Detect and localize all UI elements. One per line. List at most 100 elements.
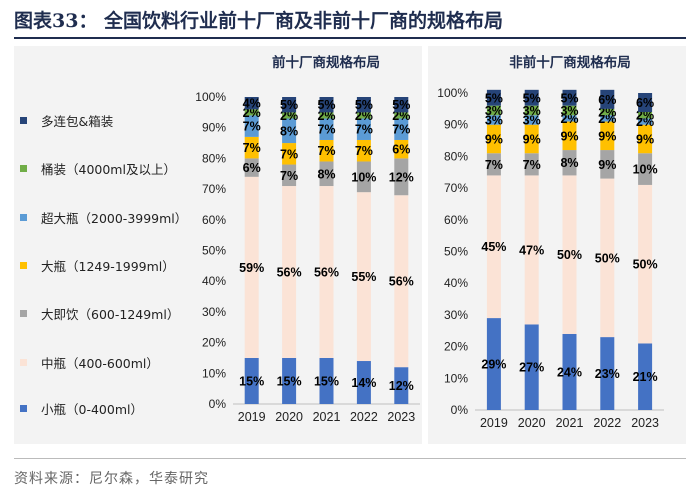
bar-segment-medium	[244, 176, 259, 358]
data-label-medium: 56%	[389, 275, 414, 289]
bottom-rule	[14, 458, 686, 459]
data-label-da_ji_yin: 6%	[243, 161, 261, 175]
bar-segment-bucket	[486, 105, 501, 116]
y-tick-label: 0%	[451, 403, 469, 417]
data-label-bucket: 2%	[392, 109, 410, 123]
bar-segment-large	[282, 143, 297, 165]
bar-segment-small	[394, 367, 409, 404]
bar-segment-small	[486, 318, 501, 410]
legend-label-extra_large: 超大瓶（2000-3999ml）	[41, 210, 188, 226]
bar-segment-medium	[356, 192, 371, 362]
legend-label-da_ji_yin: 大即饮（600-1249ml）	[41, 306, 180, 322]
data-label-da_ji_yin: 9%	[598, 158, 616, 172]
bar-segment-bucket	[356, 112, 371, 119]
legend-swatch-large	[20, 261, 27, 269]
data-label-small: 29%	[481, 358, 506, 372]
y-tick-label: 40%	[444, 276, 468, 290]
data-label-bucket: 2%	[280, 109, 298, 123]
data-label-da_ji_yin: 12%	[389, 170, 414, 184]
data-label-large: 9%	[636, 132, 654, 146]
bar-segment-medium	[319, 186, 334, 358]
y-tick-label: 10%	[202, 366, 226, 380]
bar-segment-bucket	[600, 108, 615, 116]
data-label-medium: 59%	[239, 261, 264, 275]
bar-segment-small	[562, 333, 577, 410]
bar-segment-large	[486, 124, 501, 154]
bar-segment-large	[319, 139, 334, 162]
data-label-small: 27%	[519, 361, 544, 375]
data-label-small: 15%	[277, 374, 302, 388]
chart-title-2: 非前十厂商规格布局	[509, 54, 631, 71]
data-label-large: 9%	[560, 129, 578, 143]
data-label-da_ji_yin: 7%	[280, 169, 298, 183]
data-label-multipack: 4%	[243, 97, 261, 111]
y-tick-label: 40%	[202, 274, 226, 288]
data-label-medium: 50%	[633, 258, 658, 272]
x-tick-label: 2021	[313, 410, 341, 424]
data-label-bucket: 2%	[355, 109, 373, 123]
bar-segment-small	[524, 324, 539, 410]
y-tick-label: 70%	[444, 181, 468, 195]
legend-swatch-bucket	[20, 164, 27, 172]
x-tick-label: 2020	[518, 416, 546, 430]
data-label-small: 12%	[389, 379, 414, 393]
data-label-small: 14%	[351, 376, 376, 390]
data-label-extra_large: 7%	[392, 123, 410, 137]
y-tick-label: 30%	[202, 305, 226, 319]
legend-swatch-da_ji_yin	[20, 309, 27, 317]
y-tick-label: 90%	[444, 118, 468, 132]
y-tick-label: 80%	[444, 149, 468, 163]
data-label-small: 23%	[595, 367, 620, 381]
data-label-bucket: 3%	[485, 104, 503, 118]
bar-segment-large	[524, 124, 539, 154]
bar-segment-multipack	[524, 89, 539, 106]
bar-segment-multipack	[600, 89, 615, 109]
bar-segment-medium	[282, 186, 297, 358]
bar-segment-small	[282, 357, 297, 404]
legend-label-bucket: 桶装（4000ml及以上）	[41, 161, 176, 177]
figure-title: 图表33： 全国饮料行业前十厂商及非前十厂商的规格布局	[14, 10, 504, 32]
bar-segment-large	[356, 139, 371, 162]
y-tick-label: 50%	[444, 245, 468, 259]
y-tick-label: 100%	[195, 90, 226, 104]
bar-segment-extra_large	[282, 118, 297, 144]
data-label-small: 24%	[557, 365, 582, 379]
data-label-da_ji_yin: 10%	[633, 163, 658, 177]
data-label-extra_large: 7%	[317, 123, 335, 137]
data-label-medium: 55%	[351, 270, 376, 284]
bar-segment-medium	[486, 175, 501, 319]
legend: 多连包&箱装 桶装（4000ml及以上） 超大瓶（2000-3999ml） 大瓶（12…	[20, 100, 220, 420]
bar-segment-bucket	[638, 112, 653, 119]
bar-segment-extra_large	[524, 115, 539, 125]
bar-segment-large	[244, 136, 259, 159]
bar-segment-small	[356, 361, 371, 404]
y-tick-label: 60%	[444, 213, 468, 227]
data-label-small: 21%	[633, 370, 658, 384]
legend-swatch-multipack	[20, 116, 27, 124]
data-label-extra_large: 2%	[598, 112, 616, 126]
legend-item-multipack: 多连包&箱装	[20, 110, 113, 130]
legend-swatch-extra_large	[20, 213, 27, 221]
bar-segment-multipack	[638, 93, 653, 113]
y-tick-label: 60%	[202, 213, 226, 227]
bar-segment-da_ji_yin	[486, 153, 501, 176]
bar-segment-small	[319, 357, 334, 404]
legend-label-medium: 中瓶（400-600ml）	[41, 355, 159, 371]
y-tick-label: 20%	[202, 336, 226, 350]
data-label-extra_large: 2%	[636, 115, 654, 129]
x-tick-label: 2023	[631, 416, 659, 430]
bar-segment-large	[638, 124, 653, 154]
bar-segment-extra_large	[319, 118, 334, 140]
chart-title-1: 前十厂商规格布局	[272, 54, 380, 71]
y-tick-label: 50%	[202, 244, 226, 258]
bar-segment-large	[562, 121, 577, 151]
data-label-large: 9%	[485, 132, 503, 146]
legend-label-multipack: 多连包&箱装	[41, 113, 114, 129]
legend-swatch-small	[20, 404, 27, 412]
bar-segment-extra_large	[600, 115, 615, 122]
y-tick-label: 100%	[437, 86, 468, 100]
data-label-multipack: 5%	[485, 91, 503, 105]
y-tick-label: 90%	[202, 121, 226, 135]
bar-segment-small	[638, 343, 653, 410]
bar-segment-small	[600, 337, 615, 410]
